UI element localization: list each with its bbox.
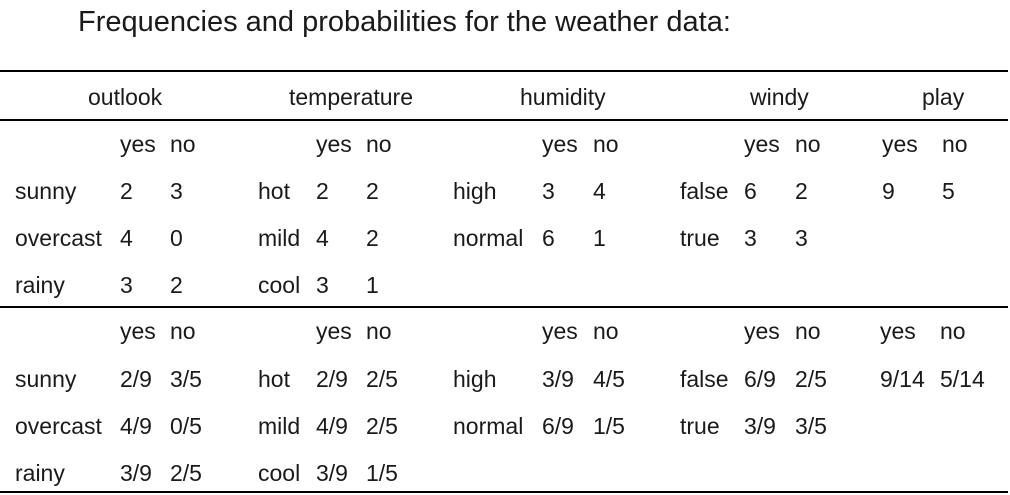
windy-counts-yes-cell: 3	[744, 225, 757, 251]
humidity-probabilities-row-label: normal	[453, 413, 524, 439]
windy-counts-no-header: no	[795, 131, 821, 157]
outlook-counts-row-label: overcast	[15, 225, 102, 251]
temperature-counts-row-label: cool	[258, 272, 301, 298]
humidity-probabilities-no-cell: 4/5	[593, 366, 625, 392]
temperature-counts-yes-header: yes	[316, 131, 352, 157]
temperature-probabilities-no-header: no	[366, 318, 392, 344]
play-counts-no-cell: 5	[942, 178, 955, 204]
outlook-counts-row-label: sunny	[15, 178, 77, 204]
outlook-probabilities-yes-header: yes	[120, 318, 156, 344]
outlook-counts-no-cell: 2	[170, 272, 183, 298]
temperature-probabilities-yes-header: yes	[316, 318, 352, 344]
outlook-counts-row-label: rainy	[15, 272, 65, 298]
humidity-counts-yes-header: yes	[542, 131, 578, 157]
outlook-counts-yes-cell: 4	[120, 225, 133, 251]
windy-probabilities-yes-cell: 6/9	[744, 366, 776, 392]
humidity-probabilities-no-header: no	[593, 318, 619, 344]
temperature-counts-yes-cell: 4	[316, 225, 329, 251]
header-humidity: humidity	[520, 84, 606, 110]
temperature-probabilities-no-cell: 2/5	[366, 366, 398, 392]
outlook-probabilities-yes-cell: 2/9	[120, 366, 152, 392]
table-bottom-rule	[0, 491, 1008, 493]
temperature-counts-yes-cell: 3	[316, 272, 329, 298]
temperature-counts-no-cell: 1	[366, 272, 379, 298]
windy-counts-row-label: false	[680, 178, 729, 204]
temperature-probabilities-yes-cell: 4/9	[316, 413, 348, 439]
outlook-counts-yes-cell: 3	[120, 272, 133, 298]
outlook-probabilities-yes-cell: 3/9	[120, 460, 152, 486]
temperature-counts-yes-cell: 2	[316, 178, 329, 204]
play-counts-no-header: no	[942, 131, 968, 157]
temperature-counts-no-cell: 2	[366, 178, 379, 204]
play-probabilities-no-cell: 5/14	[940, 366, 985, 392]
humidity-probabilities-yes-cell: 3/9	[542, 366, 574, 392]
outlook-probabilities-row-label: overcast	[15, 413, 102, 439]
page-title: Frequencies and probabilities for the we…	[78, 6, 731, 38]
humidity-counts-no-cell: 4	[593, 178, 606, 204]
table-top-rule	[0, 70, 1008, 72]
humidity-probabilities-no-cell: 1/5	[593, 413, 625, 439]
windy-probabilities-yes-cell: 3/9	[744, 413, 776, 439]
play-probabilities-yes-cell: 9/14	[880, 366, 925, 392]
windy-probabilities-yes-header: yes	[744, 318, 780, 344]
play-probabilities-no-header: no	[940, 318, 966, 344]
outlook-probabilities-yes-cell: 4/9	[120, 413, 152, 439]
windy-probabilities-no-cell: 3/5	[795, 413, 827, 439]
header-rule	[0, 119, 1008, 121]
humidity-probabilities-yes-header: yes	[542, 318, 578, 344]
outlook-probabilities-no-cell: 0/5	[170, 413, 202, 439]
outlook-probabilities-no-cell: 3/5	[170, 366, 202, 392]
outlook-counts-yes-cell: 2	[120, 178, 133, 204]
temperature-probabilities-yes-cell: 2/9	[316, 366, 348, 392]
temperature-probabilities-row-label: cool	[258, 460, 301, 486]
humidity-probabilities-yes-cell: 6/9	[542, 413, 574, 439]
temperature-probabilities-no-cell: 1/5	[366, 460, 398, 486]
humidity-counts-row-label: normal	[453, 225, 524, 251]
outlook-counts-no-cell: 0	[170, 225, 183, 251]
temperature-counts-row-label: hot	[258, 178, 290, 204]
windy-probabilities-no-cell: 2/5	[795, 366, 827, 392]
outlook-probabilities-no-cell: 2/5	[170, 460, 202, 486]
header-outlook: outlook	[88, 84, 163, 110]
windy-counts-no-cell: 2	[795, 178, 808, 204]
humidity-counts-no-cell: 1	[593, 225, 606, 251]
header-windy: windy	[750, 84, 809, 110]
temperature-probabilities-row-label: hot	[258, 366, 290, 392]
temperature-probabilities-row-label: mild	[258, 413, 301, 439]
windy-counts-row-label: true	[680, 225, 720, 251]
windy-probabilities-no-header: no	[795, 318, 821, 344]
temperature-counts-row-label: mild	[258, 225, 301, 251]
humidity-counts-yes-cell: 6	[542, 225, 555, 251]
outlook-probabilities-row-label: sunny	[15, 366, 77, 392]
windy-counts-no-cell: 3	[795, 225, 808, 251]
outlook-counts-no-header: no	[170, 131, 196, 157]
humidity-probabilities-row-label: high	[453, 366, 497, 392]
outlook-probabilities-no-header: no	[170, 318, 196, 344]
outlook-counts-yes-header: yes	[120, 131, 156, 157]
section-divider-rule	[0, 306, 1008, 308]
humidity-counts-row-label: high	[453, 178, 497, 204]
humidity-counts-yes-cell: 3	[542, 178, 555, 204]
windy-counts-yes-header: yes	[744, 131, 780, 157]
humidity-counts-no-header: no	[593, 131, 619, 157]
temperature-probabilities-no-cell: 2/5	[366, 413, 398, 439]
windy-probabilities-row-label: true	[680, 413, 720, 439]
play-counts-yes-cell: 9	[882, 178, 895, 204]
outlook-probabilities-row-label: rainy	[15, 460, 65, 486]
temperature-counts-no-cell: 2	[366, 225, 379, 251]
windy-probabilities-row-label: false	[680, 366, 729, 392]
play-counts-yes-header: yes	[882, 131, 918, 157]
temperature-probabilities-yes-cell: 3/9	[316, 460, 348, 486]
outlook-counts-no-cell: 3	[170, 178, 183, 204]
play-probabilities-yes-header: yes	[880, 318, 916, 344]
header-play: play	[922, 84, 965, 110]
temperature-counts-no-header: no	[366, 131, 392, 157]
windy-counts-yes-cell: 6	[744, 178, 757, 204]
header-temperature: temperature	[289, 84, 414, 110]
